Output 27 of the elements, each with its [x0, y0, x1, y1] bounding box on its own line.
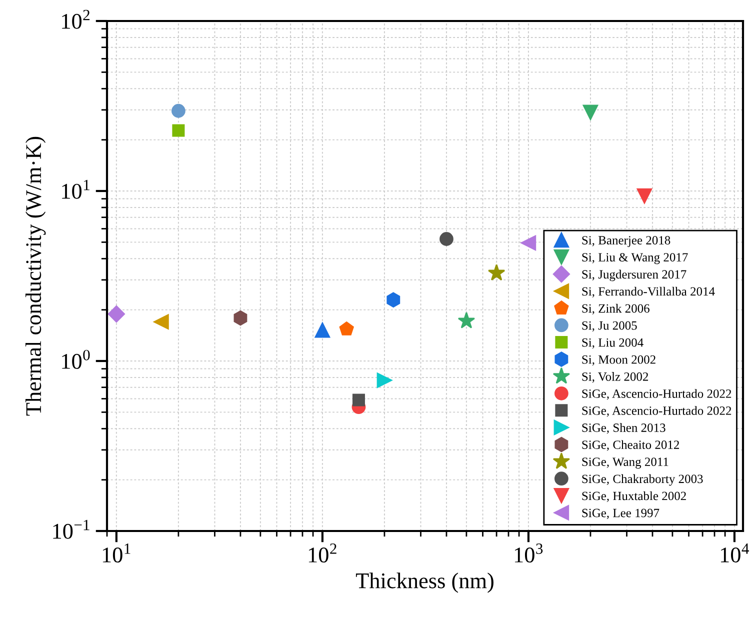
- legend-label: SiGe, Ascencio-Hurtado 2022: [582, 389, 732, 400]
- y-tick-label: 10$^{0}$: [62, 350, 90, 369]
- legend-label: SiGe, Huxtable 2002: [582, 491, 686, 502]
- legend-label: Si, Banerjee 2018: [582, 236, 670, 248]
- legend-label: Si, Liu & Wang 2017: [582, 253, 688, 264]
- legend-label: Si, Zink 2006: [582, 304, 650, 314]
- legend-label: SiGe, Wang 2011: [582, 458, 668, 469]
- x-axis-title: Thickness (nm): [356, 572, 494, 593]
- legend-label: SiGe, Lee 1997: [582, 508, 660, 520]
- x-tick-label: 10$^{3}$: [514, 544, 543, 563]
- x-tick-label: 10$^{4}$: [720, 544, 749, 562]
- legend-label: Si, Volz 2002: [582, 372, 648, 383]
- legend-label: Si, Jugdersuren 2017: [582, 270, 686, 282]
- legend-label: SiGe, Chakraborty 2003: [582, 474, 703, 486]
- legend-label: SiGe, Ascencio-Hurtado 2022: [582, 406, 732, 417]
- legend-label: SiGe, Cheaito 2012: [582, 440, 679, 451]
- legend-label: SiGe, Shen 2013: [582, 423, 666, 434]
- y-tick-label: 10$^{2}$: [62, 10, 90, 29]
- y-tick-label: 10$^{1}$: [62, 180, 90, 199]
- y-axis-title: Thermal conductivity (W/m·K): [25, 136, 46, 416]
- legend-label: Si, Moon 2002: [582, 355, 656, 366]
- x-tick-label: 10$^{1}$: [102, 544, 130, 562]
- legend-label: Si, Liu 2004: [582, 338, 644, 349]
- legend-label: Si, Ju 2005: [582, 321, 637, 332]
- y-tick-label: 10$^{−1}$: [53, 520, 90, 539]
- legend-label: Si, Ferrando-Villalba 2014: [582, 286, 715, 298]
- x-tick-label: 10$^{2}$: [308, 544, 336, 563]
